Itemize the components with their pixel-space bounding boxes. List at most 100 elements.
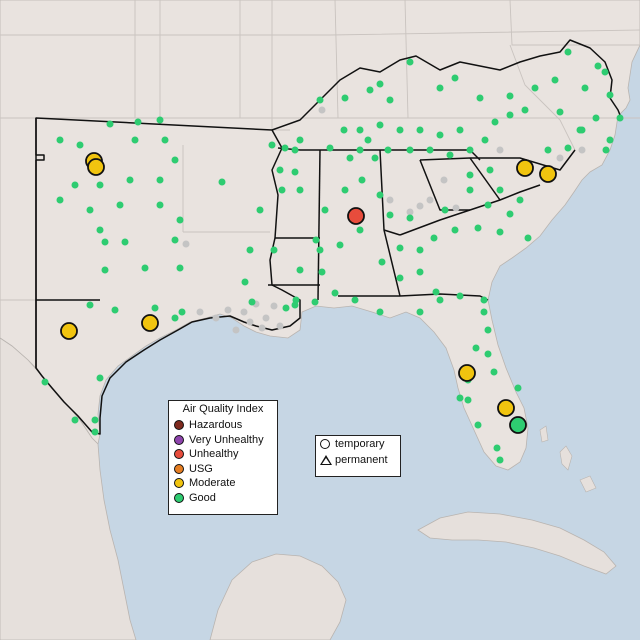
good-monitor[interactable] bbox=[446, 151, 454, 159]
good-monitor[interactable] bbox=[521, 106, 529, 114]
good-monitor[interactable] bbox=[111, 306, 119, 314]
good-monitor[interactable] bbox=[56, 136, 64, 144]
good-monitor[interactable] bbox=[291, 301, 299, 309]
good-monitor[interactable] bbox=[386, 211, 394, 219]
good-monitor[interactable] bbox=[101, 266, 109, 274]
good-monitor[interactable] bbox=[456, 394, 464, 402]
good-monitor[interactable] bbox=[472, 344, 480, 352]
good-monitor[interactable] bbox=[581, 84, 589, 92]
good-monitor[interactable] bbox=[376, 191, 384, 199]
good-monitor[interactable] bbox=[496, 186, 504, 194]
good-monitor[interactable] bbox=[396, 126, 404, 134]
good-monitor[interactable] bbox=[86, 301, 94, 309]
good-monitor[interactable] bbox=[531, 84, 539, 92]
good-monitor[interactable] bbox=[592, 114, 600, 122]
good-monitor[interactable] bbox=[76, 141, 84, 149]
good-monitor[interactable] bbox=[126, 176, 134, 184]
good-monitor[interactable] bbox=[246, 246, 254, 254]
good-monitor[interactable] bbox=[484, 350, 492, 358]
good-monitor[interactable] bbox=[396, 274, 404, 282]
good-monitor[interactable] bbox=[436, 296, 444, 304]
good-monitor[interactable] bbox=[96, 374, 104, 382]
good-monitor[interactable] bbox=[441, 206, 449, 214]
good-monitor[interactable] bbox=[436, 84, 444, 92]
good-monitor[interactable] bbox=[276, 166, 284, 174]
good-monitor[interactable] bbox=[484, 326, 492, 334]
good-monitor[interactable] bbox=[406, 58, 414, 66]
good-monitor[interactable] bbox=[171, 236, 179, 244]
good-monitor[interactable] bbox=[151, 304, 159, 312]
good-monitor[interactable] bbox=[451, 74, 459, 82]
good-monitor[interactable] bbox=[464, 396, 472, 404]
good-monitor[interactable] bbox=[341, 94, 349, 102]
good-monitor[interactable] bbox=[516, 196, 524, 204]
good-monitor[interactable] bbox=[96, 226, 104, 234]
good-monitor[interactable] bbox=[551, 76, 559, 84]
good-monitor[interactable] bbox=[376, 308, 384, 316]
good-monitor[interactable] bbox=[436, 131, 444, 139]
good-monitor[interactable] bbox=[218, 178, 226, 186]
good-monitor[interactable] bbox=[544, 146, 552, 154]
good-monitor[interactable] bbox=[256, 206, 264, 214]
good-monitor[interactable] bbox=[432, 288, 440, 296]
good-monitor[interactable] bbox=[321, 206, 329, 214]
good-monitor[interactable] bbox=[121, 238, 129, 246]
good-monitor[interactable] bbox=[171, 156, 179, 164]
good-monitor[interactable] bbox=[278, 186, 286, 194]
good-monitor[interactable] bbox=[506, 210, 514, 218]
good-monitor[interactable] bbox=[564, 48, 572, 56]
good-monitor[interactable] bbox=[466, 171, 474, 179]
good-monitor[interactable] bbox=[378, 258, 386, 266]
good-monitor[interactable] bbox=[282, 304, 290, 312]
good-monitor[interactable] bbox=[340, 126, 348, 134]
good-monitor[interactable] bbox=[291, 146, 299, 154]
good-monitor[interactable] bbox=[296, 136, 304, 144]
good-monitor[interactable] bbox=[474, 421, 482, 429]
good-monitor[interactable] bbox=[71, 416, 79, 424]
good-monitor[interactable] bbox=[358, 176, 366, 184]
good-monitor[interactable] bbox=[161, 136, 169, 144]
good-monitor[interactable] bbox=[316, 96, 324, 104]
good-monitor[interactable] bbox=[578, 126, 586, 134]
good-monitor[interactable] bbox=[106, 120, 114, 128]
good-monitor[interactable] bbox=[91, 416, 99, 424]
good-monitor[interactable] bbox=[326, 144, 334, 152]
good-monitor[interactable] bbox=[171, 314, 179, 322]
good-monitor[interactable] bbox=[496, 228, 504, 236]
good-monitor[interactable] bbox=[451, 226, 459, 234]
good-monitor[interactable] bbox=[484, 201, 492, 209]
good-monitor[interactable] bbox=[416, 268, 424, 276]
good-monitor[interactable] bbox=[480, 308, 488, 316]
unhealthy-monitor[interactable] bbox=[347, 207, 365, 225]
good-monitor[interactable] bbox=[351, 296, 359, 304]
good-monitor[interactable] bbox=[524, 234, 532, 242]
good-monitor[interactable] bbox=[268, 141, 276, 149]
good-monitor[interactable] bbox=[248, 298, 256, 306]
good-monitor[interactable] bbox=[356, 126, 364, 134]
good-monitor[interactable] bbox=[396, 244, 404, 252]
good-monitor[interactable] bbox=[376, 80, 384, 88]
good-monitor[interactable] bbox=[176, 264, 184, 272]
good-monitor[interactable] bbox=[466, 146, 474, 154]
good-monitor[interactable] bbox=[56, 196, 64, 204]
good-monitor[interactable] bbox=[291, 168, 299, 176]
good-monitor[interactable] bbox=[296, 186, 304, 194]
moderate-monitors[interactable] bbox=[60, 152, 557, 417]
good-monitor[interactable] bbox=[156, 116, 164, 124]
good-monitor[interactable] bbox=[134, 118, 142, 126]
good-monitor[interactable] bbox=[270, 246, 278, 254]
good-monitor[interactable] bbox=[386, 96, 394, 104]
good-monitor[interactable] bbox=[241, 278, 249, 286]
good-monitor[interactable] bbox=[493, 444, 501, 452]
good-monitor[interactable] bbox=[616, 114, 624, 122]
good-monitor[interactable] bbox=[176, 216, 184, 224]
good-monitor[interactable] bbox=[366, 86, 374, 94]
good-monitor[interactable] bbox=[456, 126, 464, 134]
good-monitor[interactable] bbox=[476, 94, 484, 102]
good-monitor[interactable] bbox=[178, 308, 186, 316]
good-monitor[interactable] bbox=[336, 241, 344, 249]
good-monitor[interactable] bbox=[156, 201, 164, 209]
good-monitor[interactable] bbox=[564, 144, 572, 152]
good-monitor[interactable] bbox=[594, 62, 602, 70]
good-monitor[interactable] bbox=[281, 144, 289, 152]
